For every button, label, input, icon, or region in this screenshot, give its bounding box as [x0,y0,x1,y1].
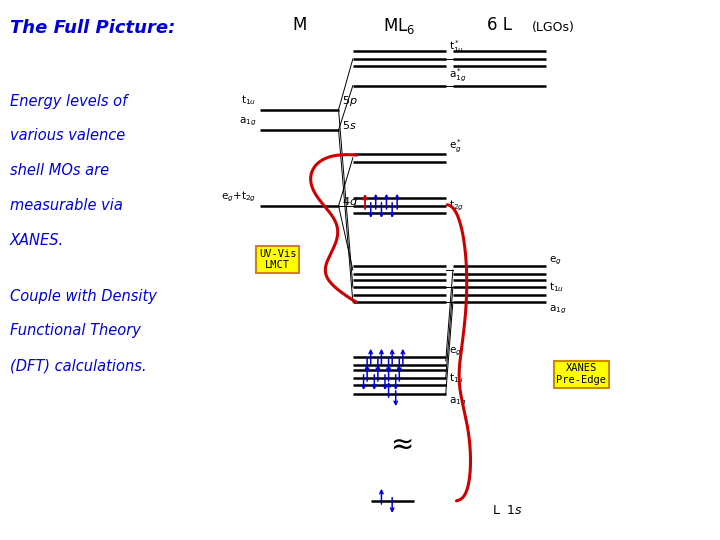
Text: (LGOs): (LGOs) [531,22,575,35]
Text: (DFT) calculations.: (DFT) calculations. [10,358,146,373]
Text: L  1$s$: L 1$s$ [492,504,523,517]
Text: t$_{2g}$: t$_{2g}$ [449,199,464,213]
Text: M: M [292,16,307,34]
Text: XANES
Pre-Edge: XANES Pre-Edge [557,363,606,385]
Text: a$_{1g}^*$: a$_{1g}^*$ [449,66,467,84]
Text: UV-Vis
LMCT: UV-Vis LMCT [259,248,297,270]
Text: t$_{1u}^*$: t$_{1u}^*$ [449,38,464,55]
Text: 6 L: 6 L [487,16,512,34]
Text: 5$s$: 5$s$ [342,119,357,131]
Text: e$_g$+t$_{2g}$: e$_g$+t$_{2g}$ [221,190,256,204]
Text: a$_{1g}$: a$_{1g}$ [449,396,467,408]
Text: $\approx$: $\approx$ [385,430,413,458]
Text: e$_g^*$: e$_g^*$ [449,137,462,154]
Text: various valence: various valence [10,129,125,144]
Text: e$_g$: e$_g$ [549,254,562,267]
Text: Couple with Density: Couple with Density [10,289,157,303]
Text: 4$d$: 4$d$ [342,195,359,207]
Text: shell MOs are: shell MOs are [10,163,109,178]
Text: The Full Picture:: The Full Picture: [10,19,175,37]
Text: ML$_6$: ML$_6$ [383,16,415,36]
Text: t$_{1u}$: t$_{1u}$ [449,371,464,385]
Text: 5$p$: 5$p$ [342,94,358,108]
Text: e$_g$: e$_g$ [449,345,462,357]
Text: t$_{1u}$: t$_{1u}$ [549,280,564,294]
Text: a$_{1g}$: a$_{1g}$ [549,303,567,316]
Text: t$_{1u}$: t$_{1u}$ [241,93,256,107]
Text: a$_{1g}$: a$_{1g}$ [239,116,256,129]
Text: XANES.: XANES. [10,233,64,247]
Text: Energy levels of: Energy levels of [10,93,127,109]
Text: measurable via: measurable via [10,198,123,213]
Text: Functional Theory: Functional Theory [10,323,141,339]
